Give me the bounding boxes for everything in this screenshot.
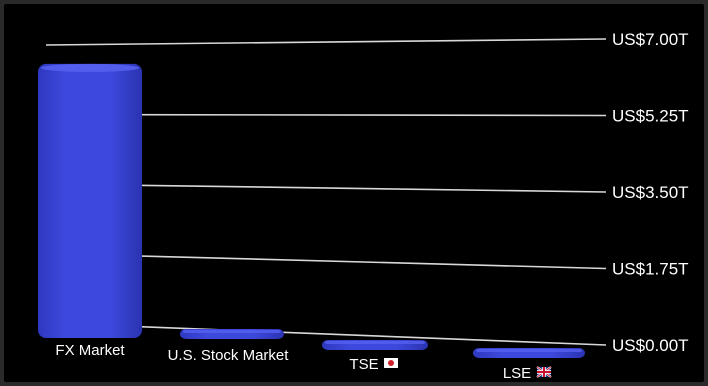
x-category-label: FX Market [55,342,125,359]
japan-flag-icon [384,358,398,368]
y-tick-label: US$7.00T [612,30,689,49]
x-axis-category-labels: FX Market U.S. Stock Market TSE LSE [55,342,552,382]
bar-top-face [325,341,425,344]
japan-flag-disc [388,360,394,366]
y-axis-tick-labels: US$0.00T US$1.75T US$3.50T US$5.25T US$7.00T [612,30,689,355]
bar-top-face [183,330,281,333]
bar-top-face [476,349,582,352]
y-tick-label: US$3.50T [612,183,689,202]
bar-top-face [41,63,139,72]
x-category-label: LSE [503,365,531,382]
uk-flag-cross-red [537,371,551,373]
x-category-label: TSE [349,356,378,373]
y-tick-label: US$5.25T [612,107,689,126]
uk-flag-icon [536,366,552,378]
grid-line [45,38,607,46]
bars [38,63,585,358]
bar [38,63,142,338]
y-tick-label: US$0.00T [612,336,689,355]
y-tick-label: US$1.75T [612,260,689,279]
x-category-label: U.S. Stock Market [168,347,290,364]
